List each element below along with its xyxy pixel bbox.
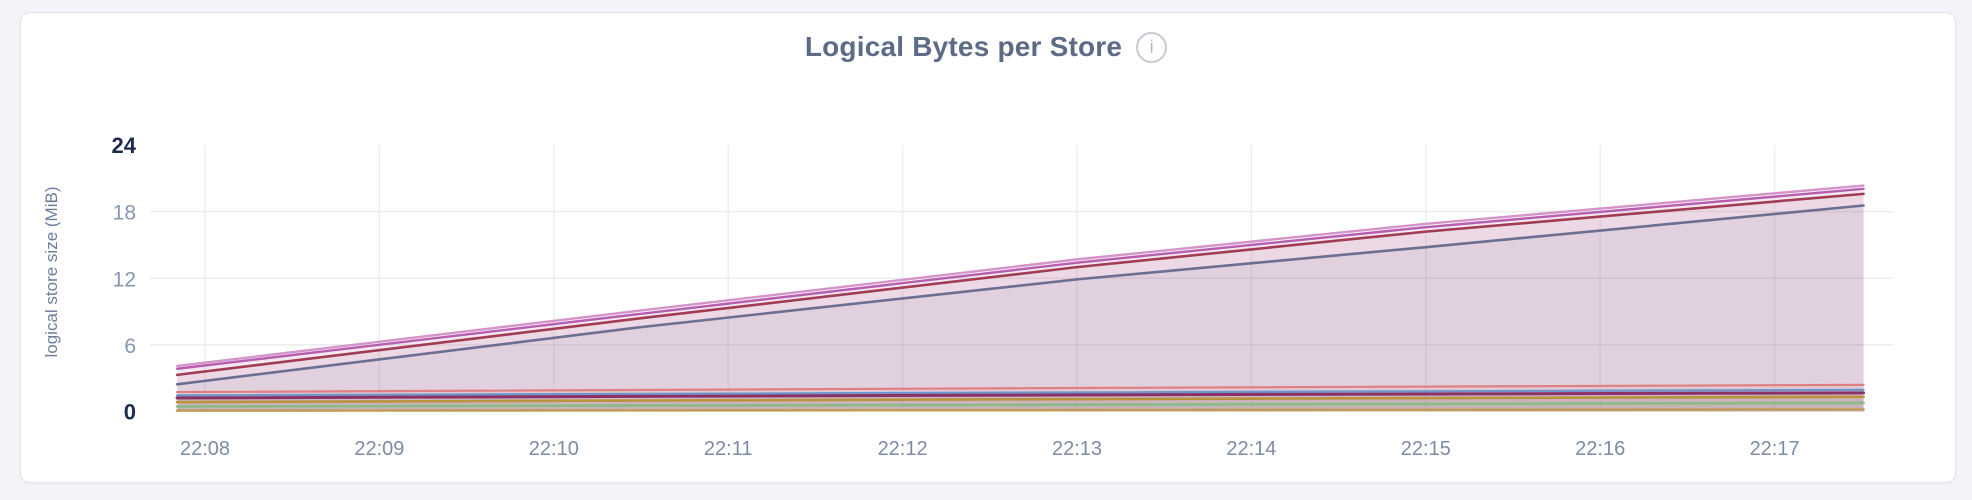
series-7-line [175,391,1866,400]
series-8-line [175,395,1865,404]
x-axis-tick-label: 22:08 [180,438,230,460]
y-axis-tick-label: 0 [124,400,136,425]
series-2-line [175,187,1865,370]
x-axis-tick-label: 22:15 [1401,438,1451,460]
y-axis-tick-label: 6 [124,335,136,358]
series-1-area [177,185,1864,412]
x-axis-tick-label: 22:13 [1052,438,1102,460]
info-icon[interactable]: i [1136,31,1168,63]
series-6-line [175,388,1865,397]
x-axis-tick-label: 22:09 [354,438,404,460]
y-axis-tick-label: 12 [113,268,136,291]
x-axis-tick-label: 22:16 [1575,438,1625,460]
series-3-line [175,192,1865,377]
series-10-line [175,408,1865,412]
y-axis-tick-label: 18 [113,202,136,225]
series-5-line [175,383,1865,394]
series-4-line [175,204,1865,386]
series-4-area [177,205,1864,412]
series-1-line [175,184,1865,368]
x-axis-tick-label: 22:14 [1226,438,1276,460]
y-axis-title: logical store size (MiB) [42,186,61,358]
x-axis-tick-label: 22:12 [878,438,928,460]
series-9-line [175,401,1865,408]
y-axis-tick-label: 24 [112,133,137,158]
x-axis-tick-label: 22:11 [704,438,753,460]
chart-header: Logical Bytes per Store i [0,31,1972,63]
x-axis-tick-label: 22:10 [529,438,579,460]
chart-title: Logical Bytes per Store [804,31,1123,62]
series-3-area [177,193,1864,412]
x-axis-tick-label: 22:17 [1750,438,1800,460]
